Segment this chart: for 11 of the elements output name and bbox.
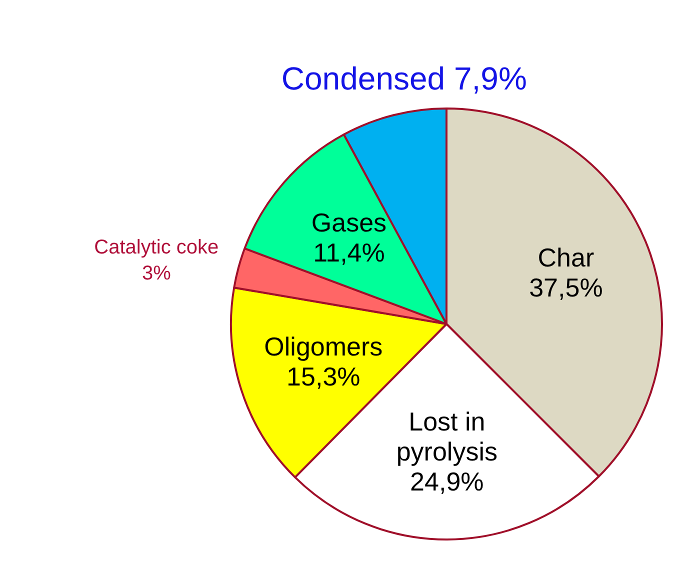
data-label: 37,5% bbox=[529, 272, 603, 303]
data-label: 11,4% bbox=[313, 237, 385, 268]
data-label: 24,9% bbox=[410, 466, 484, 496]
data-label: 3% bbox=[142, 262, 172, 284]
slice-label: Gases bbox=[311, 207, 387, 238]
slice-label: Condensed 7,9% bbox=[281, 60, 527, 96]
slice-label: Oligomers bbox=[264, 332, 383, 362]
slice-label: Lost in pyrolysis bbox=[396, 406, 498, 466]
data-label: 15,3% bbox=[286, 362, 360, 392]
slice-label: Catalytic coke bbox=[94, 236, 219, 258]
slice-label: Char bbox=[538, 242, 594, 273]
